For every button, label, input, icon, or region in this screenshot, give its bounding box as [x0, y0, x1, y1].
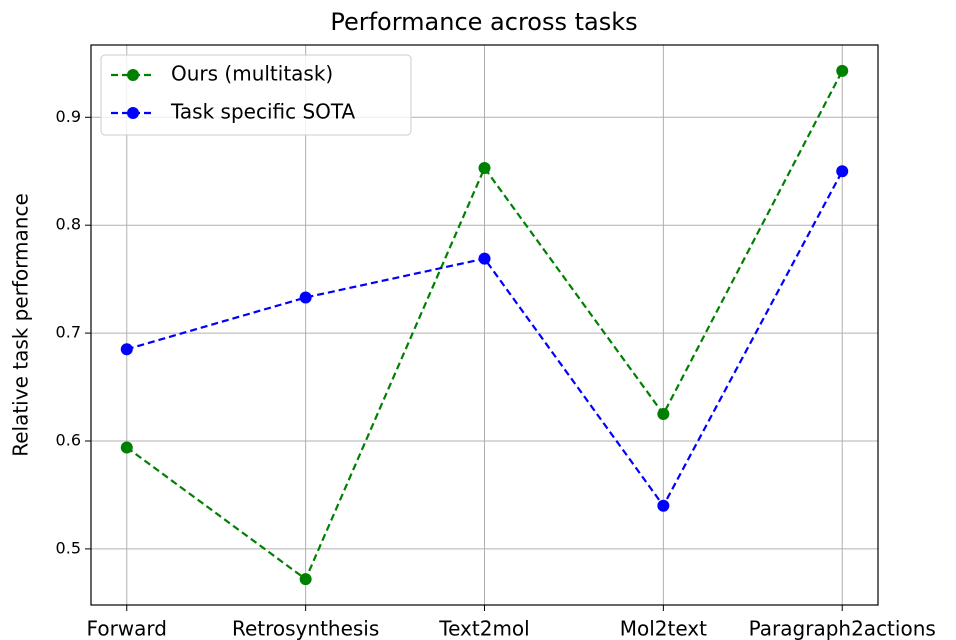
y-tick-label: 0.6 [56, 430, 81, 449]
x-tick-label: Retrosynthesis [232, 617, 379, 640]
x-tick-label: Paragraph2actions [749, 617, 936, 640]
data-point [478, 252, 491, 265]
data-point [478, 162, 491, 175]
y-tick-label: 0.8 [56, 215, 81, 234]
x-tick-label: Mol2text [620, 617, 707, 640]
chart-title: Performance across tasks [330, 8, 637, 36]
data-point [120, 343, 133, 356]
data-point [657, 499, 670, 512]
plot-frame [90, 44, 879, 606]
data-point [836, 64, 849, 77]
legend-marker [127, 107, 139, 119]
y-tick-label: 0.9 [56, 107, 81, 126]
x-tick-label: Forward [87, 617, 167, 640]
y-axis-label: Relative task performance [9, 193, 33, 457]
legend: Ours (multitask) Task specific SOTA [100, 54, 412, 136]
data-point [299, 291, 312, 304]
legend-label: Task specific SOTA [170, 100, 356, 124]
y-tick-label: 0.7 [56, 323, 81, 342]
data-point [657, 408, 670, 421]
series-line [126, 70, 844, 581]
data-point [836, 165, 849, 178]
x-tick-label: Text2mol [438, 617, 529, 640]
legend-box [100, 54, 412, 136]
legend-marker [127, 69, 139, 81]
legend-label: Ours (multitask) [171, 62, 333, 86]
data-point [120, 441, 133, 454]
y-tick-label: 0.5 [56, 538, 81, 557]
data-point [299, 573, 312, 586]
